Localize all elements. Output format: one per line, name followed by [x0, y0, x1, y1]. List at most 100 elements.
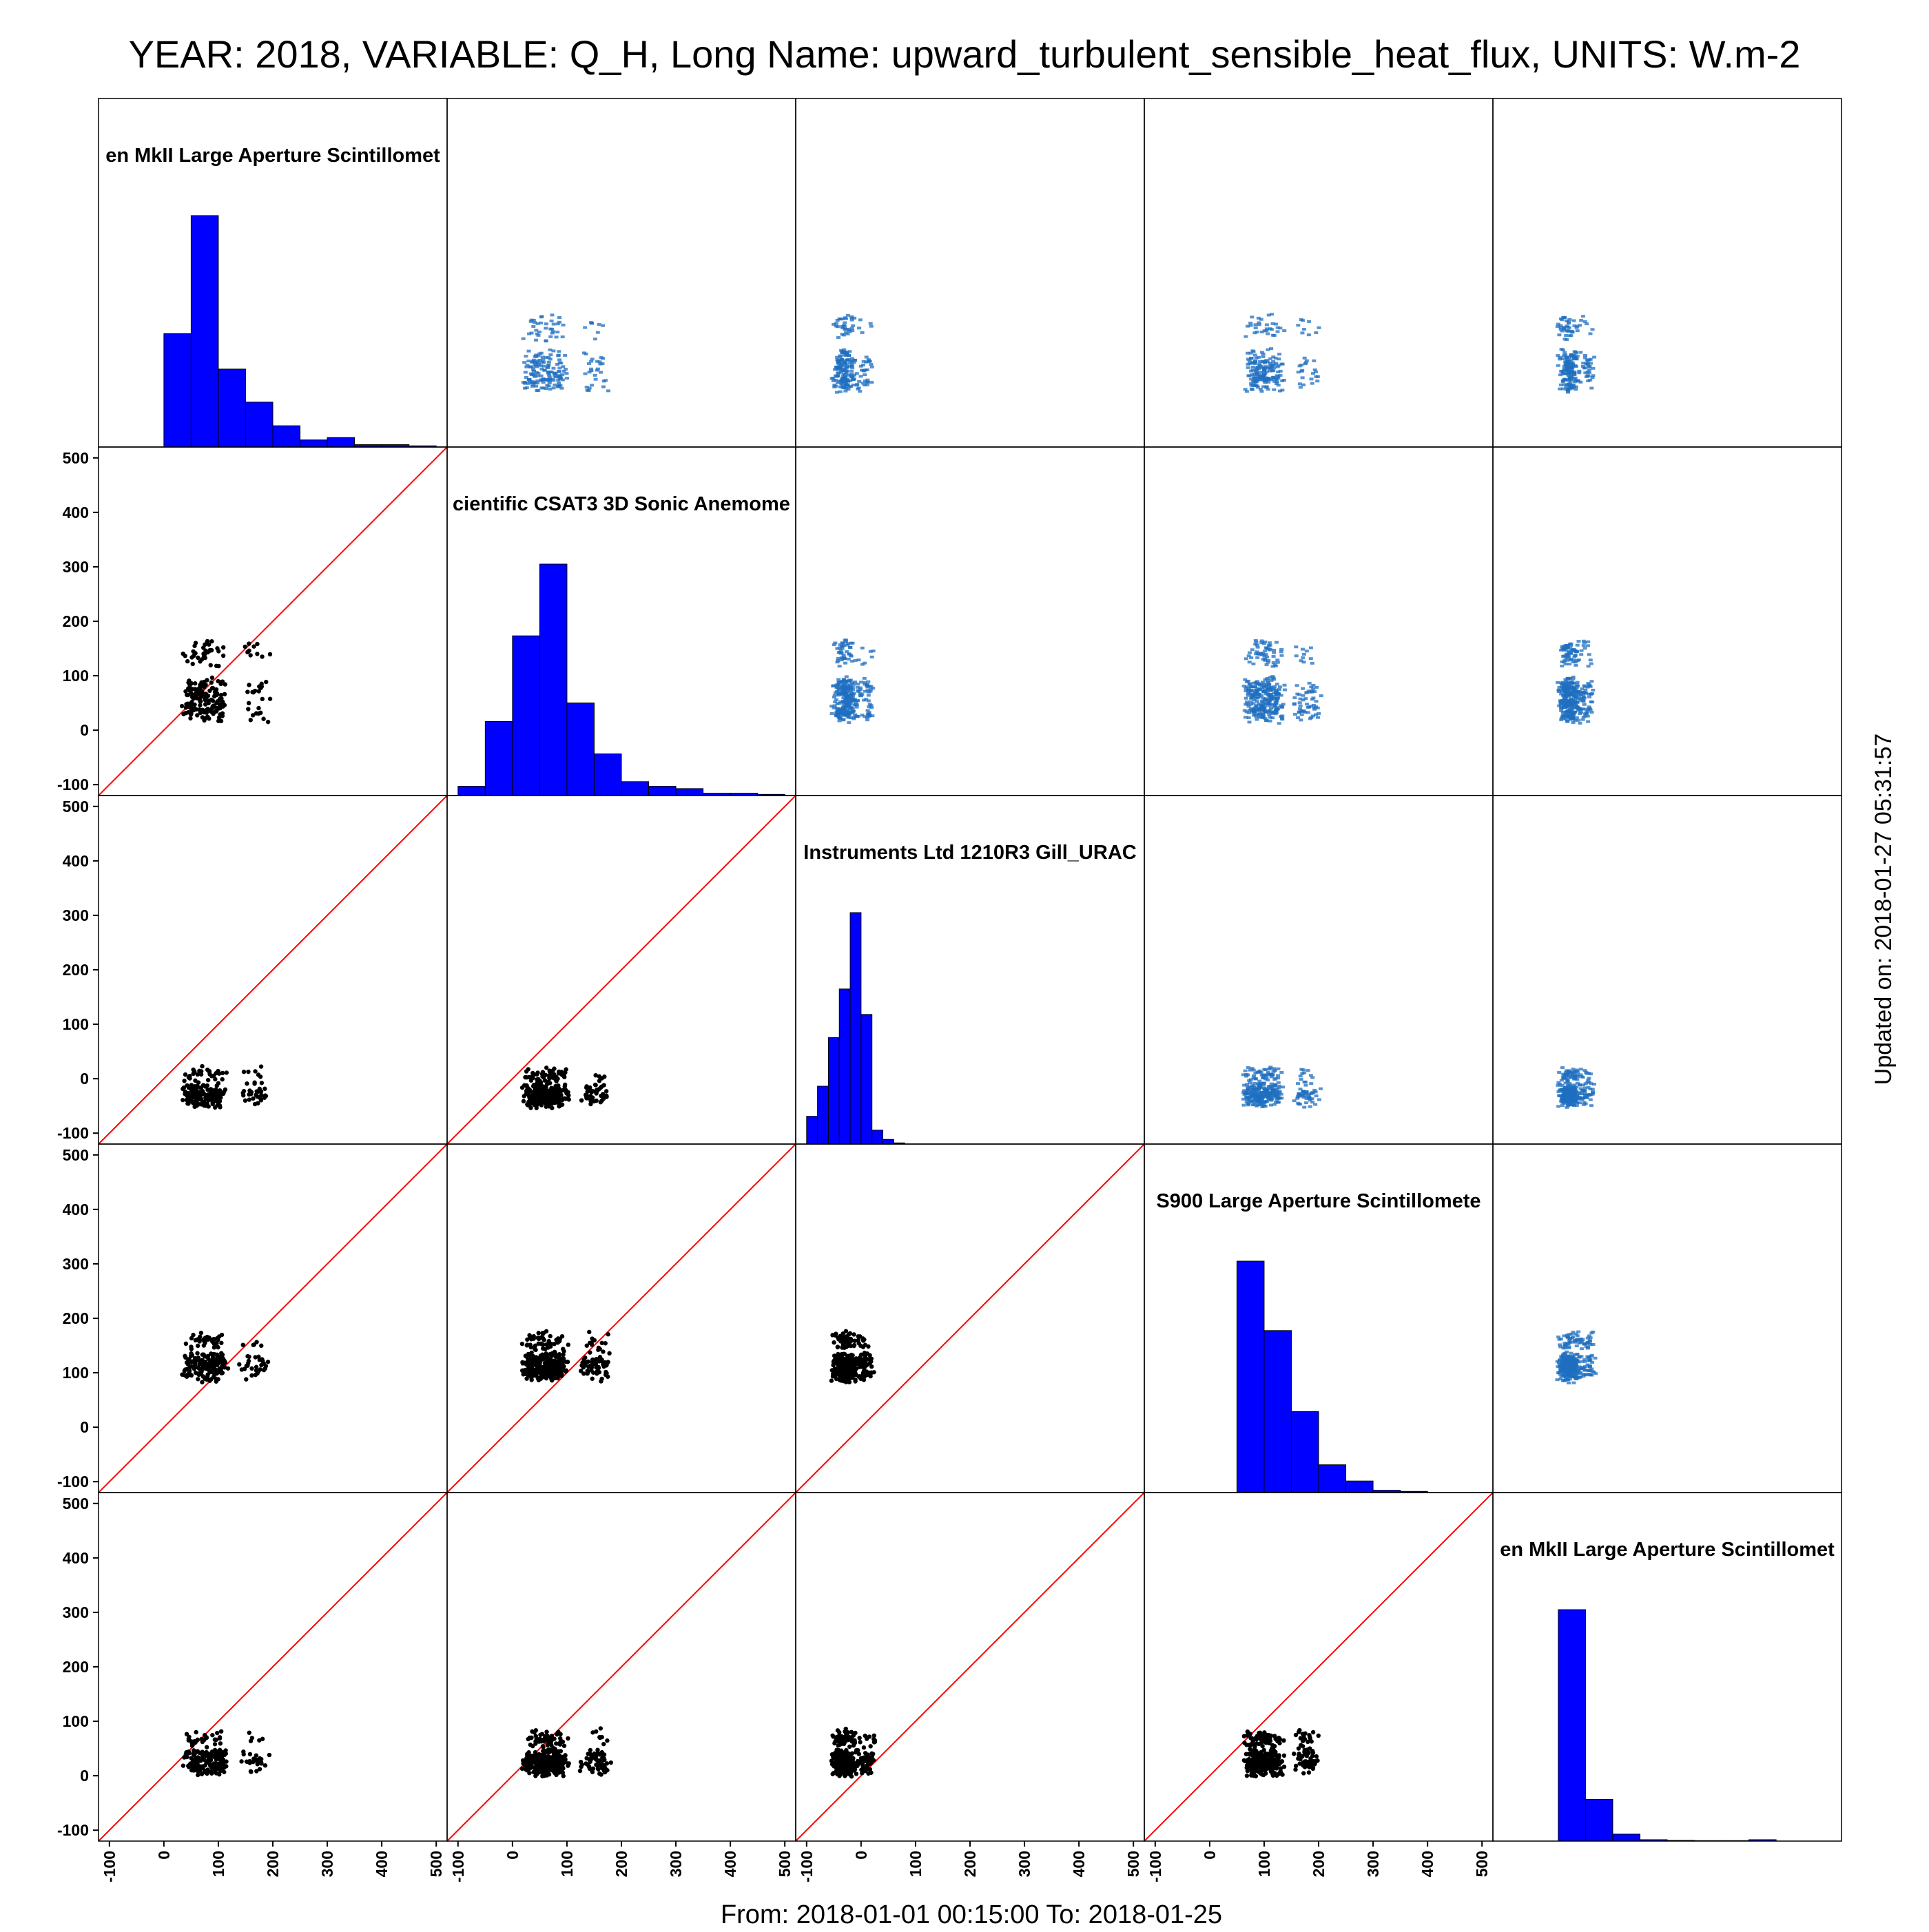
scatter-marker: [1565, 1091, 1569, 1094]
histogram-bar: [676, 789, 703, 796]
scatter-marker: [599, 371, 603, 374]
scatter-point: [210, 686, 214, 690]
scatter-marker: [1586, 641, 1590, 643]
scatter-marker: [1254, 357, 1258, 360]
scatter-marker: [556, 386, 560, 388]
scatter-point: [830, 1333, 834, 1337]
scatter-marker: [1310, 662, 1314, 665]
histogram-bar: [850, 913, 861, 1144]
scatter-point: [251, 1756, 256, 1760]
scatter-marker: [1566, 699, 1570, 702]
scatter-point: [843, 1337, 847, 1341]
scatter-marker: [1275, 1099, 1279, 1101]
scatter-marker: [851, 324, 855, 327]
scatter-marker: [831, 377, 835, 380]
scatter-marker: [845, 384, 849, 386]
scatter-point: [840, 1377, 845, 1381]
scatter-marker: [1567, 685, 1571, 688]
scatter-marker: [1576, 659, 1580, 662]
scatter-point: [268, 652, 272, 656]
scatter-marker: [869, 650, 873, 653]
scatter-marker: [525, 386, 529, 389]
scatter-point: [244, 1377, 248, 1381]
scatter-marker: [837, 690, 841, 693]
scatter-marker: [594, 378, 598, 381]
scatter-marker: [1567, 1096, 1571, 1099]
scatter-marker: [1254, 326, 1258, 329]
scatter-marker: [1263, 711, 1267, 714]
scatter-marker: [1570, 370, 1574, 373]
scatter-point: [214, 664, 218, 668]
scatter-marker: [1309, 705, 1313, 707]
scatter-marker: [852, 717, 856, 720]
scatter-marker: [587, 389, 591, 392]
variable-label: S900 Large Aperture Scintillomete: [1156, 1190, 1481, 1212]
scatter-point: [254, 711, 258, 716]
scatter-point: [544, 1085, 548, 1089]
scatter-point: [245, 689, 249, 694]
scatter-marker: [1299, 705, 1303, 707]
scatter-marker: [1567, 1076, 1571, 1079]
scatter-marker: [1250, 388, 1255, 391]
scatter-marker: [561, 378, 565, 381]
scatter-point: [262, 1087, 267, 1091]
scatter-marker: [1558, 1345, 1562, 1348]
scatter-marker: [1570, 331, 1574, 333]
scatter-marker: [1266, 679, 1270, 682]
scatter-marker: [1583, 357, 1587, 360]
scatter-point: [215, 1353, 219, 1357]
scatter-marker: [1565, 365, 1569, 368]
histogram-bar: [327, 437, 355, 447]
scatter-point: [837, 1362, 841, 1367]
scatter-marker: [599, 356, 604, 359]
scatter-point: [526, 1075, 530, 1079]
scatter-point: [594, 1099, 598, 1103]
scatter-point: [592, 1338, 597, 1342]
scatter-marker: [537, 331, 541, 333]
scatter-point: [543, 1093, 547, 1097]
scatter-point: [549, 1100, 553, 1104]
scatter-marker: [1292, 1099, 1297, 1102]
scatter-marker: [547, 384, 551, 387]
scatter-point: [588, 1086, 592, 1090]
scatter-marker: [832, 323, 836, 326]
scatter-point: [553, 1078, 557, 1082]
histogram-bar: [594, 754, 621, 796]
scatter-point: [862, 1378, 866, 1382]
scatter-marker: [1275, 1093, 1279, 1096]
scatter-point: [249, 1367, 254, 1371]
scatter-marker: [1571, 364, 1575, 366]
histogram-bar: [872, 1130, 883, 1144]
scatter-marker: [1298, 701, 1302, 704]
scatter-point: [189, 681, 194, 685]
scatter-marker: [531, 325, 535, 328]
scatter-point: [528, 1373, 533, 1378]
scatter-marker: [1269, 707, 1273, 710]
scatter-marker: [1591, 328, 1595, 331]
scatter-marker: [1309, 647, 1313, 650]
scatter-marker: [1247, 1079, 1251, 1082]
scatter-marker: [1244, 335, 1248, 338]
scatter-marker: [557, 316, 561, 319]
scatter-marker: [1248, 1069, 1252, 1072]
scatter-marker: [1271, 369, 1275, 372]
scatter-point: [210, 676, 214, 680]
scatter-marker: [1316, 375, 1320, 378]
scatter-marker: [1565, 720, 1569, 723]
scatter-marker: [530, 319, 534, 322]
scatter-marker: [1270, 322, 1275, 325]
scatter-marker: [1556, 1105, 1560, 1108]
scatter-marker: [836, 661, 840, 663]
scatter-point: [254, 1365, 258, 1369]
scatter-marker: [1299, 1078, 1303, 1081]
scatter-marker: [1589, 663, 1593, 665]
scatter-marker: [1307, 1094, 1311, 1097]
scatter-marker: [1252, 331, 1257, 334]
scatter-marker: [1246, 1086, 1250, 1088]
scatter-point: [857, 1374, 861, 1378]
scatter-marker: [527, 333, 531, 335]
scatter-marker: [1301, 376, 1305, 379]
scatter-marker: [1566, 688, 1570, 691]
scatter-marker: [852, 683, 856, 685]
scatter-marker: [1300, 370, 1304, 373]
